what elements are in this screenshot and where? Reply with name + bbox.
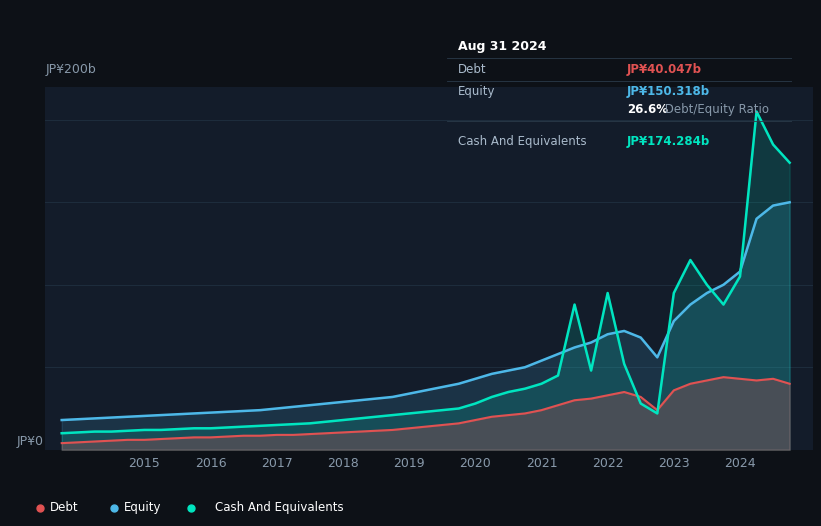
Text: 26.6%: 26.6%	[626, 103, 667, 116]
Text: JP¥150.318b: JP¥150.318b	[626, 85, 710, 98]
Text: Cash And Equivalents: Cash And Equivalents	[458, 135, 586, 148]
Text: JP¥200b: JP¥200b	[45, 63, 96, 76]
Text: Equity: Equity	[458, 85, 495, 98]
Text: JP¥0: JP¥0	[16, 435, 44, 448]
Text: JP¥174.284b: JP¥174.284b	[626, 135, 710, 148]
Text: Cash And Equivalents: Cash And Equivalents	[215, 501, 343, 514]
Text: Debt/Equity Ratio: Debt/Equity Ratio	[661, 103, 769, 116]
Text: Debt: Debt	[458, 63, 486, 76]
Text: Aug 31 2024: Aug 31 2024	[458, 40, 546, 53]
Text: Equity: Equity	[124, 501, 162, 514]
Text: Debt: Debt	[50, 501, 79, 514]
Text: JP¥40.047b: JP¥40.047b	[626, 63, 702, 76]
